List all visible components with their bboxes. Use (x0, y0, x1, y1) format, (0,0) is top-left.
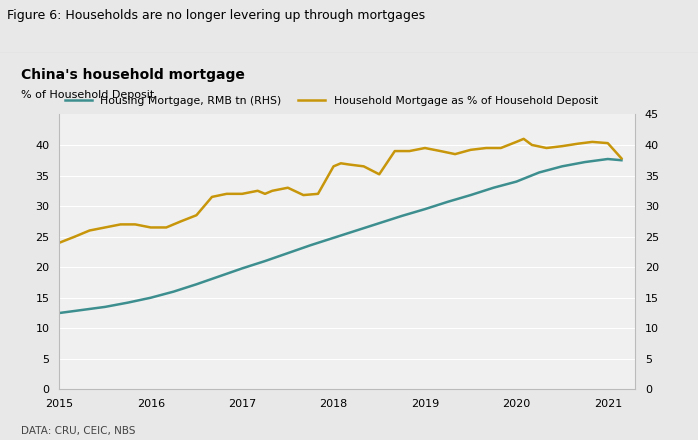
Housing Mortgage, RMB tn (RHS) (192, 282, 200, 287)
Text: China's household mortgage: China's household mortgage (21, 68, 245, 82)
Household Mortgage as % of Household Deposit (223, 191, 231, 197)
Household Mortgage as % of Household Deposit (528, 142, 536, 147)
Household Mortgage as % of Household Deposit (604, 140, 612, 146)
Housing Mortgage, RMB tn (RHS) (398, 213, 406, 219)
Housing Mortgage, RMB tn (RHS) (238, 266, 246, 271)
Housing Mortgage, RMB tn (RHS) (489, 185, 498, 191)
Housing Mortgage, RMB tn (RHS) (444, 199, 452, 205)
Household Mortgage as % of Household Deposit (177, 219, 185, 224)
Household Mortgage as % of Household Deposit (512, 139, 521, 144)
Housing Mortgage, RMB tn (RHS) (512, 179, 521, 184)
Housing Mortgage, RMB tn (RHS) (306, 242, 315, 248)
Household Mortgage as % of Household Deposit (253, 188, 262, 194)
Household Mortgage as % of Household Deposit (261, 191, 269, 197)
Household Mortgage as % of Household Deposit (283, 185, 292, 191)
Household Mortgage as % of Household Deposit (391, 148, 399, 154)
Household Mortgage as % of Household Deposit (70, 234, 79, 239)
Housing Mortgage, RMB tn (RHS) (375, 220, 383, 226)
Legend: Housing Mortgage, RMB tn (RHS), Household Mortgage as % of Household Deposit: Housing Mortgage, RMB tn (RHS), Househol… (65, 96, 598, 106)
Household Mortgage as % of Household Deposit (131, 222, 140, 227)
Household Mortgage as % of Household Deposit (574, 141, 582, 147)
Line: Housing Mortgage, RMB tn (RHS): Housing Mortgage, RMB tn (RHS) (59, 159, 621, 313)
Household Mortgage as % of Household Deposit (192, 213, 200, 218)
Housing Mortgage, RMB tn (RHS) (170, 289, 178, 294)
Housing Mortgage, RMB tn (RHS) (421, 206, 429, 212)
Housing Mortgage, RMB tn (RHS) (101, 304, 109, 310)
Household Mortgage as % of Household Deposit (496, 145, 505, 150)
Housing Mortgage, RMB tn (RHS) (604, 156, 612, 161)
Housing Mortgage, RMB tn (RHS) (581, 159, 589, 165)
Housing Mortgage, RMB tn (RHS) (329, 235, 338, 241)
Household Mortgage as % of Household Deposit (162, 225, 170, 230)
Household Mortgage as % of Household Deposit (617, 156, 625, 161)
Household Mortgage as % of Household Deposit (345, 162, 353, 167)
Housing Mortgage, RMB tn (RHS) (55, 310, 64, 315)
Housing Mortgage, RMB tn (RHS) (617, 158, 625, 163)
Household Mortgage as % of Household Deposit (147, 225, 155, 230)
Household Mortgage as % of Household Deposit (451, 151, 459, 157)
Household Mortgage as % of Household Deposit (542, 145, 551, 150)
Household Mortgage as % of Household Deposit (558, 143, 566, 149)
Housing Mortgage, RMB tn (RHS) (558, 164, 566, 169)
Housing Mortgage, RMB tn (RHS) (124, 300, 132, 305)
Text: Figure 6: Households are no longer levering up through mortgages: Figure 6: Households are no longer lever… (7, 9, 425, 22)
Housing Mortgage, RMB tn (RHS) (466, 192, 475, 198)
Household Mortgage as % of Household Deposit (238, 191, 246, 197)
Household Mortgage as % of Household Deposit (336, 161, 345, 166)
Household Mortgage as % of Household Deposit (519, 136, 528, 142)
Household Mortgage as % of Household Deposit (329, 164, 338, 169)
Household Mortgage as % of Household Deposit (406, 148, 414, 154)
Household Mortgage as % of Household Deposit (436, 148, 445, 154)
Housing Mortgage, RMB tn (RHS) (261, 258, 269, 264)
Household Mortgage as % of Household Deposit (208, 194, 216, 199)
Household Mortgage as % of Household Deposit (466, 147, 475, 153)
Household Mortgage as % of Household Deposit (154, 225, 162, 230)
Household Mortgage as % of Household Deposit (359, 164, 368, 169)
Household Mortgage as % of Household Deposit (55, 240, 64, 246)
Household Mortgage as % of Household Deposit (85, 228, 94, 233)
Line: Household Mortgage as % of Household Deposit: Household Mortgage as % of Household Dep… (59, 139, 621, 243)
Household Mortgage as % of Household Deposit (588, 139, 596, 144)
Housing Mortgage, RMB tn (RHS) (147, 295, 155, 301)
Housing Mortgage, RMB tn (RHS) (78, 307, 87, 312)
Household Mortgage as % of Household Deposit (101, 225, 109, 230)
Household Mortgage as % of Household Deposit (421, 145, 429, 150)
Housing Mortgage, RMB tn (RHS) (283, 250, 292, 256)
Housing Mortgage, RMB tn (RHS) (352, 228, 361, 233)
Housing Mortgage, RMB tn (RHS) (215, 274, 223, 279)
Household Mortgage as % of Household Deposit (299, 192, 308, 198)
Housing Mortgage, RMB tn (RHS) (535, 170, 543, 175)
Household Mortgage as % of Household Deposit (314, 191, 322, 197)
Text: DATA: CRU, CEIC, NBS: DATA: CRU, CEIC, NBS (21, 425, 135, 436)
Household Mortgage as % of Household Deposit (117, 222, 125, 227)
Household Mortgage as % of Household Deposit (375, 172, 383, 177)
Household Mortgage as % of Household Deposit (268, 188, 276, 194)
Text: % of Household Deposit: % of Household Deposit (21, 90, 154, 100)
Household Mortgage as % of Household Deposit (482, 145, 491, 150)
